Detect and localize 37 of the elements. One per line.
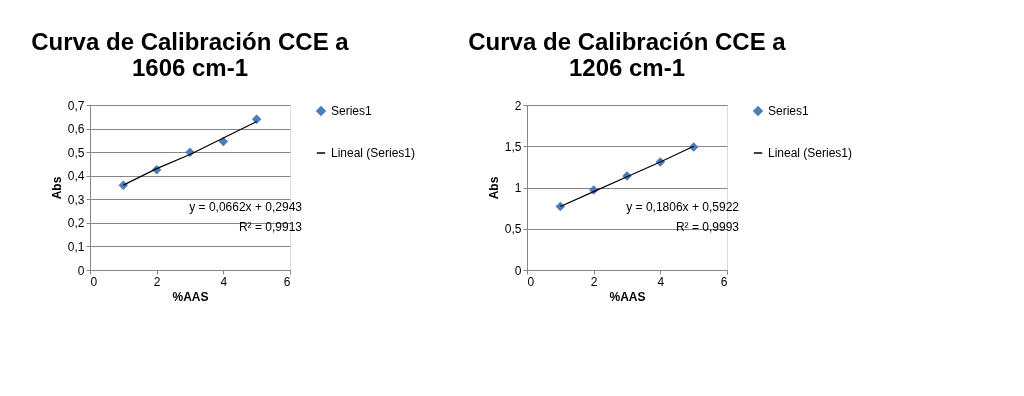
chart-title: Curva de Calibración CCE a 1606 cm-1: [31, 28, 350, 81]
x-tick-label: 6: [720, 274, 728, 289]
x-tick-label: 4: [657, 274, 665, 289]
x-tick-label: 0: [527, 274, 535, 289]
x-tick-label: 2: [153, 274, 161, 289]
annotation: R² = 0,9913: [238, 220, 303, 235]
x-axis-title: %AAS: [172, 289, 209, 304]
y-tick-label: 0,2: [67, 216, 85, 231]
y-tick-label: 0,7: [67, 98, 85, 113]
y-tick-label: 2: [514, 98, 522, 113]
y-tick-label: 0,5: [67, 145, 85, 160]
x-tick-label: 0: [90, 274, 98, 289]
legend-label: Series1: [331, 104, 373, 118]
y-tick-label: 0: [514, 263, 522, 278]
legend-label: Lineal (Series1): [331, 146, 416, 160]
y-tick-label: 0,4: [67, 169, 85, 184]
y-tick-label: 1,5: [504, 139, 522, 154]
y-axis-title: Abs: [486, 176, 501, 200]
y-tick-label: 1: [514, 181, 522, 195]
y-tick-label: 0,5: [504, 222, 522, 237]
y-tick-label: 0,6: [67, 122, 85, 137]
annotation: y = 0,1806x + 0,5922: [626, 200, 740, 215]
y-tick-label: 0: [77, 263, 85, 278]
y-tick-label: 0,1: [67, 239, 85, 254]
annotation: y = 0,0662x + 0,2943: [189, 200, 303, 215]
point: [118, 180, 129, 190]
point: [251, 114, 262, 124]
x-tick-label: 4: [220, 274, 228, 289]
chart-title: Curva de Calibración CCE a 1206 cm-1: [468, 28, 787, 81]
y-tick-label: 0,3: [67, 192, 85, 207]
legend-label: Lineal (Series1): [768, 146, 853, 160]
x-tick-label: 2: [590, 274, 598, 289]
x-tick-label: 6: [283, 274, 291, 289]
annotation: R² = 0,9993: [675, 220, 740, 235]
legend-label: Series1: [768, 104, 810, 118]
x-axis-title: %AAS: [609, 289, 646, 304]
y-axis-title: Abs: [49, 176, 64, 200]
